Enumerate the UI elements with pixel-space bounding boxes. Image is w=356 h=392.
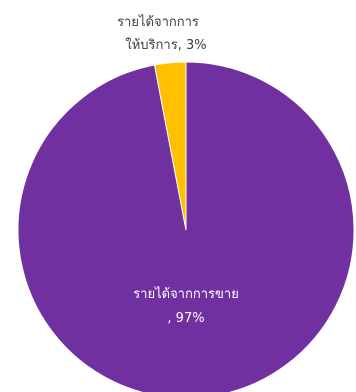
- slice-label-services-line1: รายได้จากการ: [117, 14, 199, 30]
- slice-services: [153, 61, 187, 231]
- pie-slices: [17, 61, 355, 392]
- slice-label-sales-line1: รายได้จากการขาย: [133, 286, 239, 302]
- slice-label-sales-line2: , 97%: [167, 311, 204, 326]
- slice-label-services-line2: ให้บริการ, 3%: [125, 37, 206, 53]
